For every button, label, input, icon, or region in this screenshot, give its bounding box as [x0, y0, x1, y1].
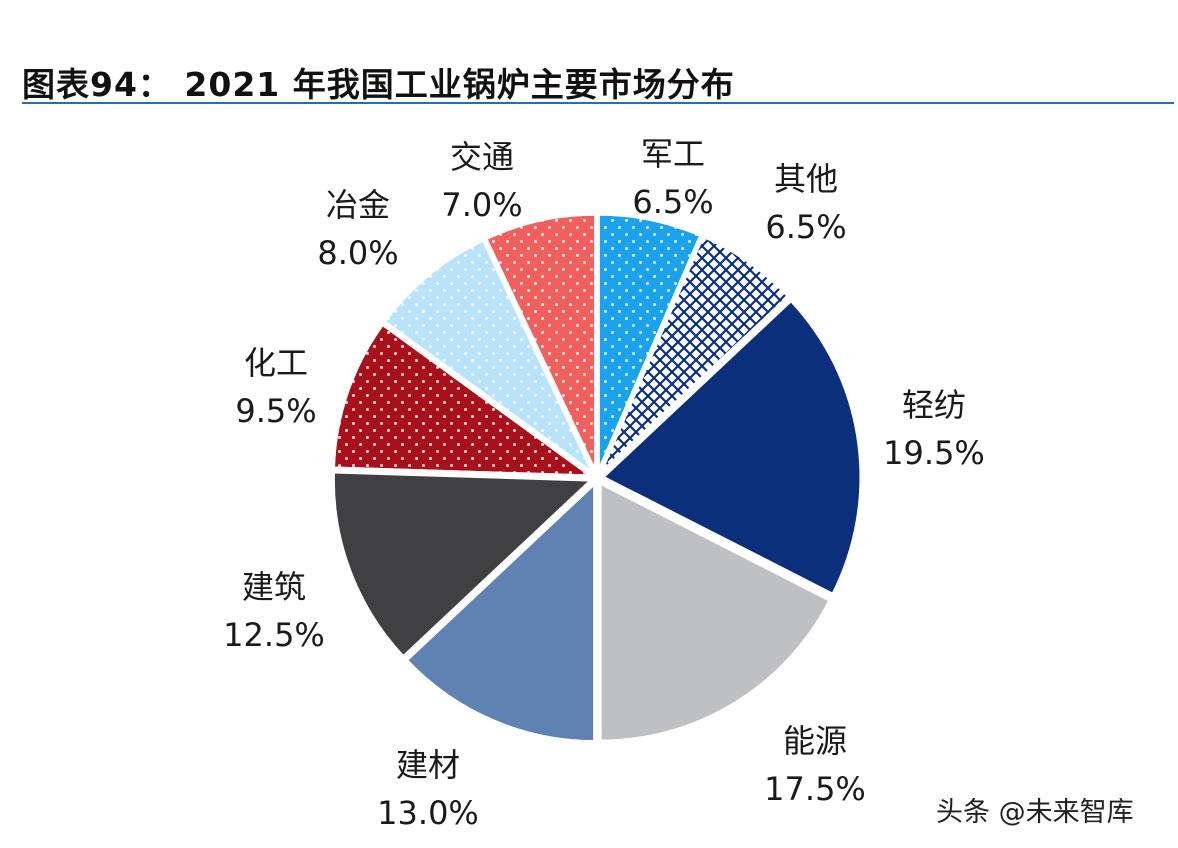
- slice-name-label: 化工: [244, 344, 308, 382]
- slice-name-label: 交通: [450, 138, 514, 176]
- watermark: 头条 @未来智库: [936, 797, 1134, 828]
- pie-slice-pattern-交通: [483, 212, 598, 473]
- slice-name-label: 建材: [396, 746, 460, 784]
- slice-name-label: 军工: [641, 135, 705, 173]
- title-bar: 图表94： 2021 年我国工业锅炉主要市场分布: [22, 52, 1174, 104]
- slice-name-label: 建筑: [242, 568, 306, 606]
- slice-name-label: 其他: [774, 160, 838, 198]
- pie-slice-建材: [404, 480, 597, 744]
- slice-name-label: 冶金: [326, 186, 390, 224]
- slice-value-label: 6.5%: [765, 208, 846, 246]
- slice-value-label: 8.0%: [317, 234, 398, 272]
- slice-value-label: 6.5%: [632, 183, 713, 221]
- slice-value-label: 17.5%: [764, 770, 866, 808]
- pie-slice-pattern-化工: [331, 322, 597, 478]
- pie-slice-建筑: [331, 470, 596, 659]
- pie-slice-轻纺: [600, 298, 863, 597]
- pie-slice-pattern-军工: [596, 212, 703, 473]
- pie-slice-pattern-其他: [599, 234, 791, 475]
- slice-value-label: 9.5%: [235, 392, 316, 430]
- slice-value-label: 7.0%: [441, 186, 522, 224]
- pie-slice-能源: [598, 480, 833, 743]
- chart-title: 图表94： 2021 年我国工业锅炉主要市场分布: [22, 65, 735, 104]
- slice-value-label: 19.5%: [883, 434, 985, 472]
- slice-name-label: 轻纺: [902, 386, 966, 424]
- slice-name-label: 能源: [783, 722, 847, 760]
- pie-slice-pattern-冶金: [382, 237, 595, 475]
- slice-value-label: 12.5%: [223, 616, 325, 654]
- slice-value-label: 13.0%: [377, 794, 479, 832]
